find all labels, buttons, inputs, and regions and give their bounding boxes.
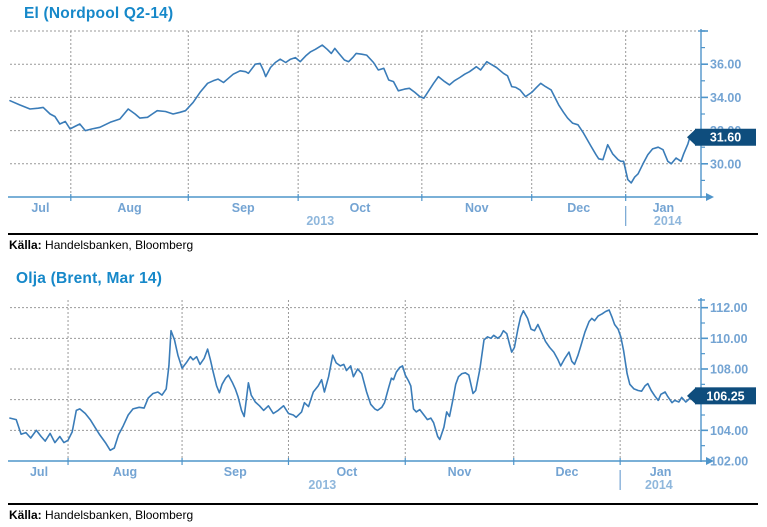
- x-axis-month-label: Sep: [232, 201, 255, 215]
- x-axis-month-label: Oct: [336, 465, 358, 479]
- y-tick-label: 34.00: [710, 91, 741, 105]
- price-line-series: [9, 309, 694, 452]
- y-tick-label: 36.00: [710, 58, 741, 72]
- el-nordpool-line-chart: 30.0032.0034.0036.00JulAugSepOctNovDecJa…: [8, 29, 756, 228]
- source-text: Handelsbanken, Bloomberg: [41, 508, 194, 522]
- source-label: Källa:: [9, 508, 42, 522]
- y-tick-label: 108.00: [710, 363, 748, 377]
- y-tick-label: 104.00: [710, 424, 748, 438]
- x-axis-month-label: Aug: [113, 465, 137, 479]
- y-tick-label: 102.00: [710, 455, 748, 469]
- price-line-series: [9, 44, 691, 184]
- x-axis-year-label: 2013: [306, 214, 334, 228]
- source-line: Källa: Handelsbanken, Bloomberg: [9, 508, 193, 522]
- last-price-badge-label: 106.25: [706, 389, 744, 403]
- x-axis-year-label: 2013: [308, 478, 336, 492]
- last-price-badge-label: 31.60: [710, 131, 741, 145]
- x-axis-month-label: Dec: [567, 201, 590, 215]
- y-tick-label: 30.00: [710, 157, 741, 171]
- chart-olja-title: Olja (Brent, Mar 14): [16, 270, 163, 287]
- source-text: Handelsbanken, Bloomberg: [41, 238, 194, 252]
- y-tick-label: 110.00: [710, 332, 748, 346]
- x-axis-month-label: Aug: [117, 201, 141, 215]
- section-divider: [8, 233, 758, 235]
- x-axis-month-label: Jul: [31, 201, 49, 215]
- x-axis-arrow: [706, 193, 714, 201]
- source-label: Källa:: [9, 238, 42, 252]
- last-price-badge-arrow: [687, 128, 696, 146]
- last-price-badge-arrow: [687, 387, 696, 405]
- last-price-badge: [695, 387, 756, 405]
- section-divider: [8, 503, 758, 505]
- x-axis-month-label: Jan: [653, 201, 675, 215]
- x-axis-month-label: Jul: [30, 465, 48, 479]
- source-line: Källa: Handelsbanken, Bloomberg: [9, 238, 193, 252]
- x-axis-month-label: Nov: [448, 465, 472, 479]
- x-axis-month-label: Jan: [650, 465, 672, 479]
- chart-el-title: El (Nordpool Q2-14): [24, 5, 174, 22]
- y-tick-label: 112.00: [710, 301, 748, 315]
- x-axis-month-label: Oct: [350, 201, 372, 215]
- x-axis-month-label: Nov: [465, 201, 489, 215]
- last-price-badge: [695, 128, 756, 146]
- olja-brent-line-chart: 102.00 104.00 108.00 110.00 112.00 Jul Aug Sep O…: [8, 298, 756, 492]
- x-axis-month-label: Sep: [224, 465, 247, 479]
- x-axis-arrow: [706, 457, 714, 465]
- x-axis-year-label: 2014: [654, 214, 682, 228]
- x-axis-year-label: 2014: [645, 478, 673, 492]
- x-axis-month-label: Dec: [555, 465, 578, 479]
